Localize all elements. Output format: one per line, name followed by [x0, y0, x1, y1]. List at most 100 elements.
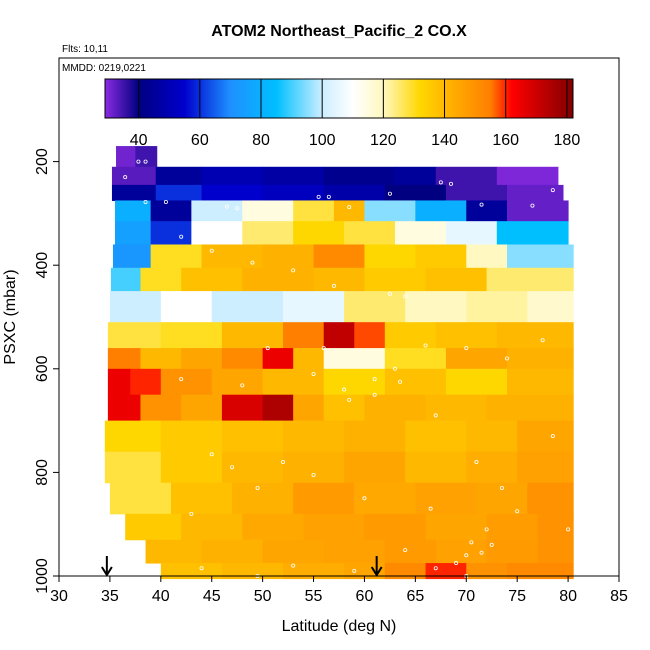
sample-point: [479, 550, 484, 555]
heatmap-cell: [115, 200, 152, 222]
x-tick-label: 80: [559, 588, 577, 605]
heatmap-cell: [107, 322, 162, 349]
heatmap-cell: [395, 221, 447, 245]
heatmap-cell: [486, 267, 574, 292]
sample-point: [347, 205, 352, 210]
colorbar-tick-label: 140: [431, 132, 458, 149]
x-tick-label: 85: [610, 588, 628, 605]
heatmap-cell: [517, 420, 574, 453]
heatmap-cell: [466, 200, 508, 222]
heatmap-cell: [293, 482, 355, 515]
y-tick-label: 600: [34, 355, 51, 382]
heatmap-cell: [486, 513, 539, 541]
sample-point: [403, 294, 408, 299]
colorbar-gradient: [104, 78, 574, 119]
flight-arrow: [370, 556, 383, 577]
sample-point: [387, 291, 392, 296]
sample-point: [311, 371, 316, 376]
colorbar-tick-label: 180: [554, 132, 581, 149]
sample-point: [250, 260, 255, 265]
heatmap-cell: [140, 267, 182, 292]
heatmap-cell: [115, 221, 152, 245]
sample-point: [163, 199, 168, 204]
heatmap-cell: [211, 291, 284, 323]
heatmap-cell: [110, 267, 141, 292]
heatmap-cell: [445, 221, 498, 245]
sample-point: [540, 338, 545, 343]
heatmap-cell: [160, 291, 213, 323]
heatmap-cell: [486, 394, 574, 422]
heatmap-cell: [415, 244, 467, 269]
sample-point: [438, 180, 443, 185]
sample-point: [331, 283, 336, 288]
y-tick-label: 1000: [34, 558, 51, 594]
heatmap-cell: [155, 184, 203, 201]
x-axis-label: Latitude (deg N): [282, 618, 397, 635]
heatmap-cell: [221, 394, 264, 422]
heatmap-cell: [313, 267, 365, 292]
colorbar-ticks: 40 60 80 100 120 140 160 180: [130, 79, 581, 149]
sample-point: [347, 397, 352, 402]
heatmap-cell: [109, 482, 172, 515]
sample-point: [372, 377, 377, 382]
heatmap-cell: [283, 451, 345, 484]
sample-point: [479, 202, 484, 207]
sample-point: [143, 159, 148, 164]
heatmap-cell: [171, 482, 233, 515]
x-tick-label: 30: [50, 588, 68, 605]
heatmap-cell: [405, 451, 467, 484]
heatmap-cell: [221, 322, 284, 349]
heatmap-cell: [415, 482, 477, 515]
heatmap-cell: [135, 146, 158, 168]
heatmap-cell: [466, 563, 508, 580]
heatmap-cell: [191, 200, 243, 222]
heatmap-cell: [384, 539, 437, 564]
heatmap-cells: [104, 146, 574, 580]
heatmap-cell: [425, 563, 467, 580]
heatmap-cell: [160, 451, 223, 484]
heatmap-cell: [242, 200, 294, 222]
heatmap-cell: [262, 368, 325, 396]
colorbar-tick-label: 40: [130, 132, 148, 149]
heatmap-cell: [160, 420, 223, 453]
heatmap-cell: [283, 291, 345, 323]
heatmap-cell: [507, 244, 574, 269]
y-tick-label: 400: [34, 252, 51, 279]
heatmap-cell: [181, 348, 223, 370]
heatmap-cell: [140, 348, 182, 370]
x-axis: 30 35 40 45 50 55 60 65 70 75 80 85: [50, 575, 628, 605]
sample-point: [464, 346, 469, 351]
heatmap-cell: [344, 451, 406, 484]
heatmap-cell: [344, 291, 406, 323]
heatmap-cell: [130, 368, 162, 396]
heatmap-cell: [323, 322, 355, 349]
x-tick-label: 55: [305, 588, 323, 605]
sample-point: [550, 434, 555, 439]
heatmap-cell: [221, 451, 284, 484]
heatmap-cell: [354, 482, 416, 515]
heatmap-cell: [507, 348, 574, 370]
heatmap-cell: [415, 200, 467, 222]
sample-point: [454, 561, 459, 566]
heatmap-cell: [293, 394, 325, 422]
y-tick-label: 200: [34, 148, 51, 175]
heatmap-cell: [262, 166, 325, 186]
x-tick-label: 45: [203, 588, 221, 605]
sample-point: [209, 248, 214, 253]
sample-point: [291, 563, 296, 568]
heatmap-cell: [201, 184, 264, 201]
sample-point: [484, 527, 489, 532]
sample-point: [280, 460, 285, 465]
colorbar-tick-label: 100: [309, 132, 336, 149]
heatmap-cell: [405, 420, 467, 453]
sample-point: [136, 159, 141, 164]
heatmap-cell: [333, 200, 365, 222]
heatmap-cell: [364, 513, 427, 541]
sample-point: [352, 568, 357, 573]
heatmap-cell: [405, 291, 467, 323]
sample-point: [392, 366, 397, 371]
heatmap-cell: [211, 368, 264, 396]
heatmap-cell: [242, 267, 315, 292]
heatmap-cell: [104, 420, 162, 453]
sample-point: [326, 194, 331, 199]
